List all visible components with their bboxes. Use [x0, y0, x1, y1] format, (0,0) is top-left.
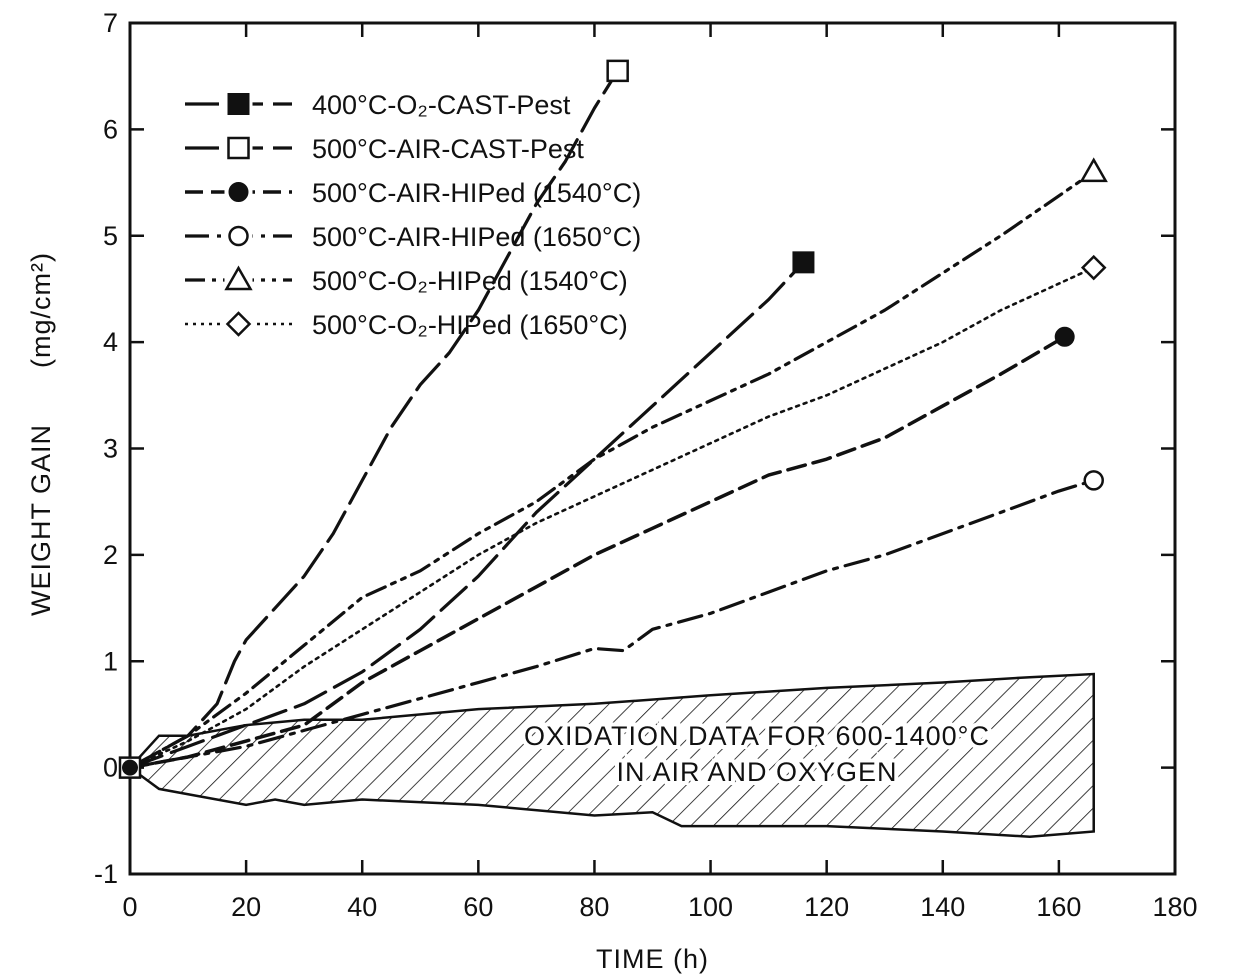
x-tick-label: 160 [1036, 892, 1081, 922]
y-tick-label: 3 [103, 434, 118, 464]
oxidation-band-area [128, 672, 1095, 839]
x-tick-label: 20 [231, 892, 261, 922]
x-axis-title: TIME (h) [596, 944, 709, 974]
x-tick-label: 140 [920, 892, 965, 922]
origin-marker-dot [122, 759, 138, 776]
series-lines [128, 69, 1096, 770]
y-tick-label: -1 [94, 859, 118, 889]
y-axis-unit: (mg/cm²) [26, 252, 56, 368]
legend-label: 400°C-O₂-CAST-Pest [312, 90, 571, 120]
legend-marker [227, 93, 250, 115]
legend-entry-1: 400°C-O₂-CAST-Pest [185, 90, 571, 120]
legend-label: 500°C-O₂-HIPed (1650°C) [312, 310, 628, 340]
x-tick-label: 60 [463, 892, 493, 922]
legend-entry-3: 500°C-AIR-HIPed (1540°C) [185, 178, 641, 208]
series-end-marker-5 [1079, 157, 1108, 183]
x-tick-label: 0 [122, 892, 137, 922]
y-tick-label: 6 [103, 114, 118, 144]
series-end-marker-6 [1080, 254, 1107, 281]
series-end-marker-3 [1054, 326, 1075, 347]
oxidation-band [128, 672, 1095, 839]
legend-entry-2: 500°C-AIR-CAST-Pest [185, 134, 584, 164]
x-tick-label: 100 [688, 892, 733, 922]
y-tick-label: 2 [103, 540, 118, 570]
legend-label: 500°C-O₂-HIPed (1540°C) [312, 266, 628, 296]
legend-entry-6: 500°C-O₂-HIPed (1650°C) [185, 310, 628, 340]
legend: 400°C-O₂-CAST-Pest 500°C-AIR-CAST-Pest 500… [185, 90, 641, 340]
band-label-line2: IN AIR AND OXYGEN [616, 757, 897, 787]
y-tick-label: 1 [103, 646, 118, 676]
series-markers [118, 59, 1108, 779]
series-line-6 [128, 266, 1096, 769]
legend-marker [227, 136, 250, 160]
series-end-marker-1 [792, 251, 815, 274]
band-label-line1: OXIDATION DATA FOR 600-1400°C [524, 721, 990, 751]
series-line-4 [128, 478, 1096, 770]
legend-marker [225, 311, 252, 337]
series-line-2 [128, 69, 620, 770]
series-line-3 [128, 335, 1067, 770]
legend-marker [228, 225, 249, 247]
series-line-1 [128, 260, 806, 770]
legend-label: 500°C-AIR-HIPed (1650°C) [312, 222, 641, 252]
series-end-marker-4 [1083, 470, 1104, 491]
x-tick-label: 40 [347, 892, 377, 922]
legend-label: 500°C-AIR-HIPed (1540°C) [312, 178, 641, 208]
y-tick-label: 5 [103, 221, 118, 251]
legend-entry-5: 500°C-O₂-HIPed (1540°C) [185, 265, 628, 296]
y-tick-label: 4 [103, 327, 118, 357]
legend-marker [228, 182, 249, 202]
y-tick-label: 0 [103, 753, 118, 783]
y-axis-title: WEIGHT GAIN [26, 424, 56, 616]
series-end-marker-2 [606, 59, 629, 83]
legend-marker [224, 265, 253, 291]
y-tick-label: 7 [103, 8, 118, 38]
x-tick-label: 80 [579, 892, 609, 922]
series-line-5 [128, 170, 1096, 770]
legend-entry-4: 500°C-AIR-HIPed (1650°C) [185, 222, 641, 252]
x-tick-label: 180 [1152, 892, 1197, 922]
legend-label: 500°C-AIR-CAST-Pest [312, 134, 584, 164]
x-tick-label: 120 [804, 892, 849, 922]
